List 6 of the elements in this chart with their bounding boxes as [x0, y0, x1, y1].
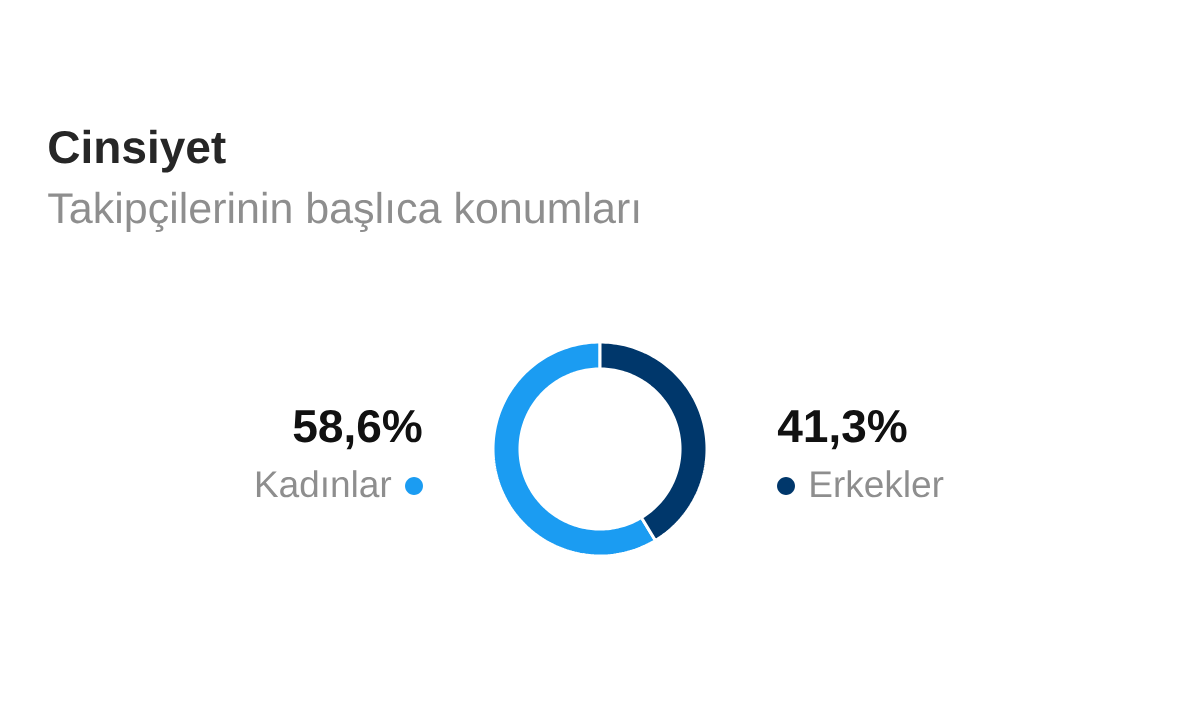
chart-subtitle: Takipçilerinin başlıca konumları: [48, 191, 639, 233]
slice-label: Kadınlar: [256, 470, 392, 498]
legend-label: Erkekler: [811, 470, 944, 498]
data-label: 41,3%: [777, 409, 907, 450]
data-label: 58,6%: [293, 409, 422, 450]
chart-title: Cinsiyet: [49, 129, 226, 173]
